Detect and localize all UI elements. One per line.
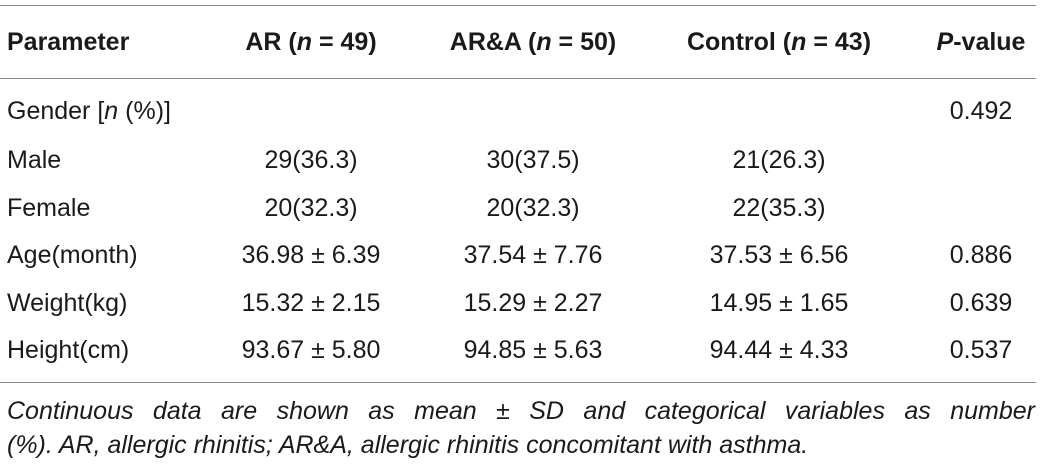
row-height-ara: 94.85 ± 5.63 [463, 336, 603, 364]
row-age-pvalue: 0.886 [949, 241, 1013, 269]
row-age-parameter: Age(month) [7, 241, 138, 269]
table-bottom-rule [0, 382, 1036, 383]
row-height-parameter: Height(cm) [7, 336, 130, 364]
row-gender-parameter: Gender [n (%)] [7, 97, 171, 125]
row-weight-ar: 15.32 ± 2.15 [241, 289, 381, 317]
footnote-line-1: Continuous data are shown as mean ± SD a… [7, 397, 1035, 425]
header-pvalue: P-value [936, 28, 1026, 56]
row-female-ar: 20(32.3) [264, 194, 358, 222]
header-parameter: Parameter [7, 28, 130, 56]
row-male-ara: 30(37.5) [486, 146, 580, 174]
header-control: Control (n = 43) [686, 28, 872, 56]
row-male-parameter: Male [7, 146, 62, 174]
table-footnote: Continuous data are shown as mean ± SD a… [7, 394, 1035, 462]
row-weight-ara: 15.29 ± 2.27 [463, 289, 603, 317]
row-weight-parameter: Weight(kg) [7, 289, 128, 317]
row-age-ar: 36.98 ± 6.39 [241, 241, 381, 269]
row-age-ara: 37.54 ± 7.76 [463, 241, 603, 269]
row-age-control: 37.53 ± 6.56 [709, 241, 849, 269]
row-height-pvalue: 0.537 [949, 336, 1013, 364]
header-ara: AR&A (n = 50) [449, 28, 617, 56]
row-weight-pvalue: 0.639 [949, 289, 1013, 317]
footnote-line-2: (%). AR, allergic rhinitis; AR&A, allerg… [7, 431, 809, 459]
row-weight-control: 14.95 ± 1.65 [709, 289, 849, 317]
row-female-control: 22(35.3) [732, 194, 826, 222]
row-female-parameter: Female [7, 194, 91, 222]
table-header-rule [0, 78, 1036, 79]
row-female-ara: 20(32.3) [486, 194, 580, 222]
row-male-ar: 29(36.3) [264, 146, 358, 174]
row-height-ar: 93.67 ± 5.80 [241, 336, 381, 364]
header-ar: AR (n = 49) [245, 28, 377, 56]
row-gender-pvalue: 0.492 [949, 97, 1013, 125]
table-top-rule [0, 5, 1036, 6]
row-male-control: 21(26.3) [732, 146, 826, 174]
row-height-control: 94.44 ± 4.33 [709, 336, 849, 364]
